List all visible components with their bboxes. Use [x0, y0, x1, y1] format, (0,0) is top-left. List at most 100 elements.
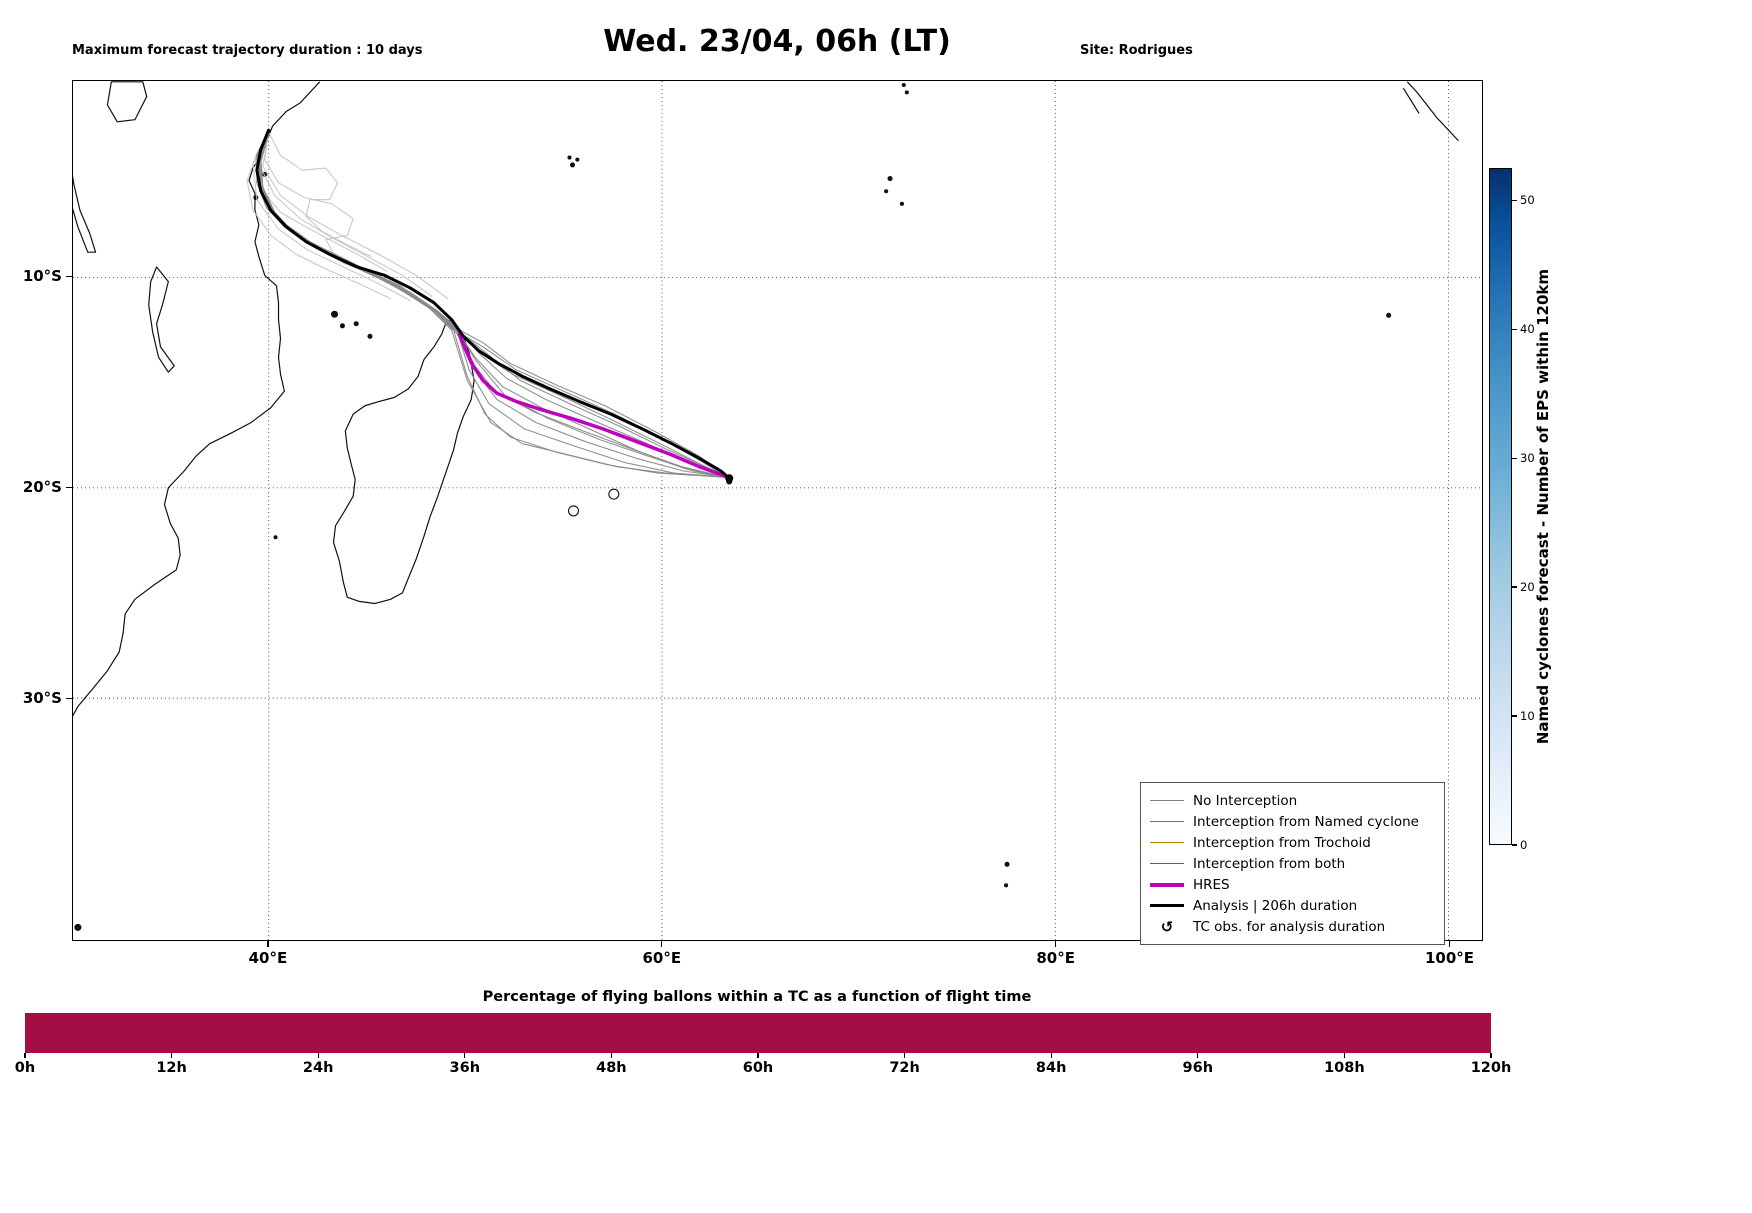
- legend-row-named-cyclone: Interception from Named cyclone: [1150, 811, 1435, 832]
- time-tick-mark: [1050, 1053, 1052, 1058]
- island-dot: [887, 176, 893, 182]
- legend-row-analysis: Analysis | 206h duration: [1150, 895, 1435, 916]
- lon-tick-label: 80°E: [1036, 949, 1075, 967]
- island-dot: [608, 488, 620, 500]
- time-tick-mark: [1197, 1053, 1199, 1058]
- island-dot: [575, 157, 580, 162]
- time-tick-mark: [1343, 1053, 1345, 1058]
- legend-row-tc-obs: ↺ TC obs. for analysis duration: [1150, 916, 1435, 937]
- tc-percentage-bar: [25, 1013, 1491, 1053]
- eps-member-track: [260, 131, 728, 478]
- both-line-sample: [1150, 863, 1184, 864]
- island-dot: [74, 923, 82, 931]
- eps-member-track-faded: [262, 131, 449, 300]
- coastline-sumatra-fragment: [1406, 81, 1459, 142]
- lon-tick-label: 40°E: [248, 949, 288, 967]
- lon-tick-mark: [267, 941, 269, 947]
- rotate-arrow-icon: ↺: [1160, 917, 1174, 936]
- map-canvas: [73, 81, 1482, 940]
- eps-member-track: [260, 131, 728, 478]
- eps-member-track-faded: [252, 131, 411, 302]
- colorbar-tick-mark: [1512, 457, 1517, 459]
- island-dot: [330, 310, 339, 318]
- time-tick-label: 84h: [1035, 1060, 1067, 1076]
- legend-row-no-interception: No Interception: [1150, 790, 1435, 811]
- island-dot: [1004, 861, 1010, 867]
- legend-label: HRES: [1193, 876, 1230, 893]
- island-dot: [567, 505, 580, 517]
- island-dot: [1004, 883, 1009, 888]
- colorbar-tick-label: 20: [1520, 580, 1535, 595]
- time-tick-label: 60h: [742, 1060, 774, 1076]
- eps-member-track: [260, 131, 728, 478]
- colorbar: [1489, 168, 1512, 845]
- eps-member-track: [258, 131, 728, 478]
- colorbar-tick-label: 10: [1520, 709, 1535, 724]
- time-tick-label: 48h: [596, 1060, 627, 1076]
- analysis-line-sample: [1150, 904, 1184, 907]
- legend-row-hres: HRES: [1150, 874, 1435, 895]
- island-dot: [901, 82, 906, 88]
- time-tick-label: 120h: [1470, 1060, 1512, 1076]
- coastline-lake-malawi: [148, 266, 175, 373]
- coastline-sumatra-island-fragment: [1402, 87, 1420, 114]
- legend-row-both: Interception from both: [1150, 853, 1435, 874]
- island-dot: [884, 189, 889, 194]
- time-tick-mark: [24, 1053, 26, 1058]
- no-interception-line-sample: [1150, 800, 1184, 801]
- eps-member-track: [256, 131, 728, 478]
- eps-member-track: [258, 131, 728, 478]
- site-name: Site: Rodrigues: [1080, 43, 1193, 58]
- legend-label: TC obs. for analysis duration: [1193, 918, 1386, 935]
- legend: No Interception Interception from Named …: [1140, 782, 1445, 945]
- island-dot: [899, 201, 904, 206]
- eps-member-track-faded: [254, 131, 388, 272]
- coastline-lake-tanganyika: [73, 175, 97, 253]
- island-dot: [569, 162, 576, 168]
- lon-tick-mark: [1055, 941, 1057, 947]
- legend-label: Interception from both: [1193, 855, 1346, 872]
- colorbar-tick-mark: [1512, 199, 1517, 201]
- lat-tick-mark: [66, 487, 72, 489]
- eps-member-track-faded: [268, 131, 372, 257]
- colorbar-tick-mark: [1512, 844, 1517, 846]
- colorbar-tick-label: 40: [1520, 322, 1535, 337]
- eps-member-track-faded: [264, 131, 360, 270]
- lon-tick-label: 60°E: [642, 949, 682, 967]
- hres-track: [457, 332, 732, 481]
- coastline-lake-victoria: [106, 81, 148, 123]
- analysis-track: [255, 128, 731, 480]
- eps-member-track: [256, 131, 728, 478]
- eps-member-track: [258, 131, 728, 478]
- bottom-chart-title: Percentage of flying ballons within a TC…: [482, 989, 1032, 1005]
- page-title: Wed. 23/04, 06h (LT): [603, 24, 951, 59]
- lat-tick-label: 10°S: [22, 266, 62, 285]
- param-max-duration: Maximum forecast trajectory duration : 1…: [72, 43, 423, 58]
- eps-member-track: [256, 131, 728, 478]
- time-tick-mark: [904, 1053, 906, 1058]
- island-dot: [1386, 312, 1392, 318]
- trajectory-end-marker: [725, 474, 734, 483]
- lat-tick-label: 20°S: [22, 477, 62, 496]
- legend-label: Interception from Named cyclone: [1193, 813, 1419, 830]
- island-dot: [339, 323, 345, 329]
- time-tick-mark: [1490, 1053, 1492, 1058]
- island-dot: [273, 535, 278, 540]
- lat-tick-mark: [66, 697, 72, 700]
- lon-tick-mark: [661, 941, 663, 947]
- legend-row-trochoid: Interception from Trochoid: [1150, 832, 1435, 853]
- time-tick-label: 24h: [302, 1060, 334, 1076]
- colorbar-tick-label: 30: [1520, 451, 1535, 466]
- time-tick-mark: [464, 1053, 466, 1058]
- time-tick-label: 12h: [156, 1060, 187, 1076]
- eps-member-track-faded: [246, 131, 392, 300]
- legend-label: Interception from Trochoid: [1193, 834, 1371, 851]
- eps-member-track: [260, 131, 728, 478]
- island-dot: [904, 90, 909, 95]
- legend-label: No Interception: [1193, 792, 1298, 809]
- colorbar-tick-mark: [1512, 586, 1517, 588]
- lat-tick-mark: [66, 276, 72, 278]
- coastline-madagascar: [332, 318, 475, 605]
- time-tick-mark: [610, 1053, 612, 1058]
